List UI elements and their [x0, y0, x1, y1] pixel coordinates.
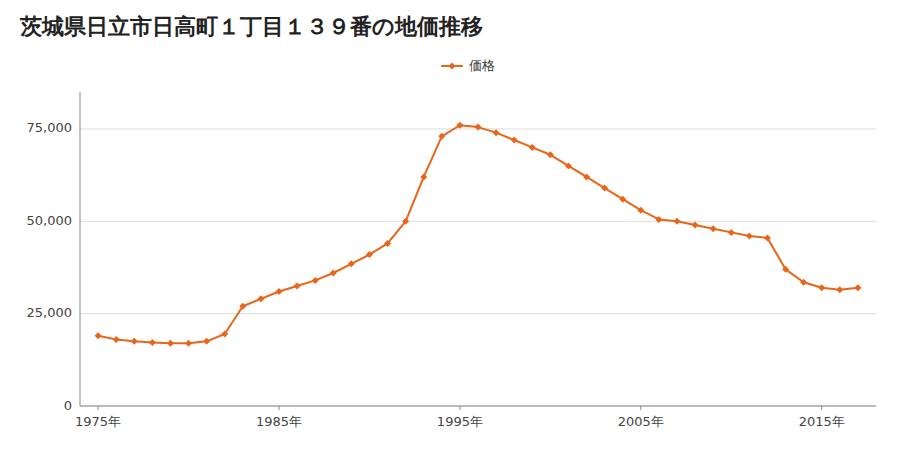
data-point — [420, 173, 427, 180]
data-point — [113, 336, 120, 343]
data-point — [619, 196, 626, 203]
data-point — [312, 277, 319, 284]
data-point — [221, 330, 228, 337]
data-point — [565, 162, 572, 169]
data-point — [601, 185, 608, 192]
x-tick — [279, 406, 280, 410]
data-point — [547, 151, 554, 158]
data-point — [674, 218, 681, 225]
x-axis-line — [80, 406, 876, 407]
data-point — [167, 340, 174, 347]
data-point — [95, 332, 102, 339]
data-point — [511, 137, 518, 144]
data-point — [330, 270, 337, 277]
data-point — [493, 129, 500, 136]
data-point — [710, 225, 717, 232]
data-point — [764, 234, 771, 241]
legend: 価格 — [441, 58, 495, 73]
data-point — [475, 124, 482, 131]
data-point — [818, 284, 825, 291]
title: 茨城県日立市日高町１丁目１３９番の地価推移 — [19, 14, 483, 39]
data-point — [655, 216, 662, 223]
data-point — [185, 340, 192, 347]
data-point — [746, 233, 753, 240]
x-tick-label: 1995年 — [437, 414, 483, 429]
data-point — [149, 339, 156, 346]
grid-line — [80, 406, 876, 407]
data-point — [529, 144, 536, 151]
data-point — [131, 338, 138, 345]
data-point — [348, 260, 355, 267]
y-tick-label: 75,000 — [27, 120, 73, 135]
data-point — [637, 207, 644, 214]
y-tick-label: 25,000 — [27, 305, 73, 320]
x-tick — [459, 406, 460, 410]
grid-line — [80, 221, 876, 222]
series-line — [98, 125, 858, 343]
legend-label: 価格 — [469, 58, 495, 73]
data-point — [294, 282, 301, 289]
x-tick-label: 2005年 — [618, 414, 664, 429]
data-point — [239, 303, 246, 310]
data-point — [854, 284, 861, 291]
data-point — [692, 221, 699, 228]
chart: 茨城県日立市日高町１丁目１３９番の地価推移 0 25,000 50,000 75,000… — [0, 0, 900, 450]
data-point — [276, 288, 283, 295]
legend-item: 価格 — [441, 58, 495, 73]
y-tick-label: 0 — [64, 398, 72, 413]
x-tick — [640, 406, 641, 410]
data-point — [438, 133, 445, 140]
axes: 0 25,000 50,000 75,000 1975年 1985年 1995年 2005年 2… — [27, 92, 877, 429]
data-point — [782, 266, 789, 273]
plot-area — [95, 122, 862, 347]
data-point — [456, 122, 463, 129]
data-point — [402, 218, 409, 225]
y-axis-line — [80, 92, 81, 406]
data-point — [800, 279, 807, 286]
x-tick — [98, 406, 99, 410]
data-point — [366, 251, 373, 258]
x-tick-label: 1985年 — [256, 414, 302, 429]
data-point — [203, 338, 210, 345]
x-tick-label: 1975年 — [75, 414, 121, 429]
data-point — [384, 240, 391, 247]
data-point — [836, 286, 843, 293]
data-point — [728, 229, 735, 236]
legend-marker — [449, 63, 456, 70]
x-tick — [821, 406, 822, 410]
y-tick-label: 50,000 — [27, 213, 73, 228]
x-tick-label: 2015年 — [799, 414, 845, 429]
data-point — [257, 295, 264, 302]
grid-line — [80, 313, 876, 314]
data-point — [583, 173, 590, 180]
